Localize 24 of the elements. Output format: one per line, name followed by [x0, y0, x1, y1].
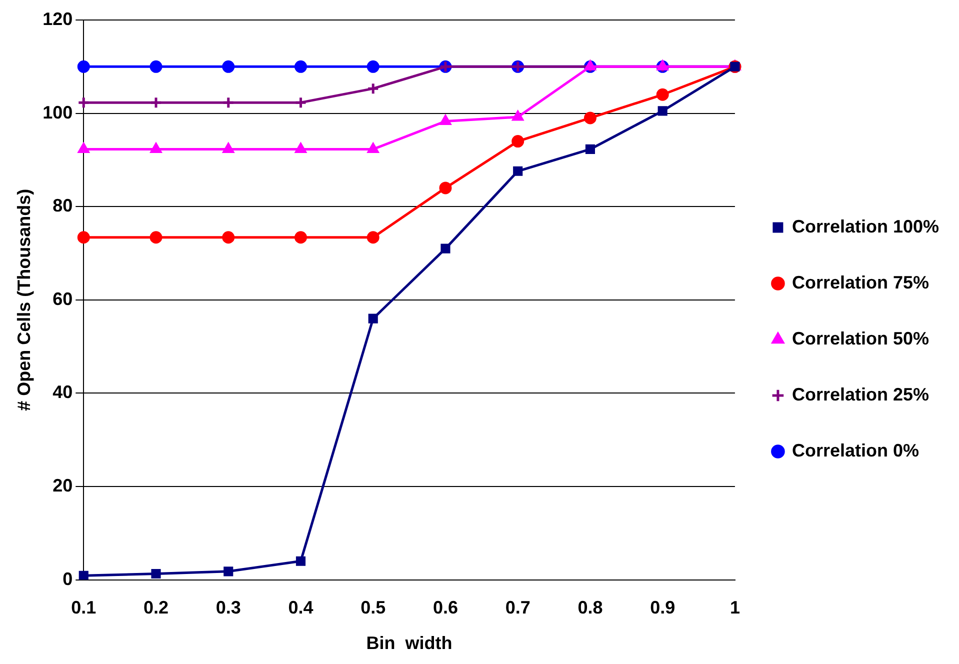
x-tick-label: 0.4: [288, 598, 314, 618]
y-tick-label: 0: [62, 568, 73, 589]
legend-label: Correlation 75%: [792, 272, 929, 292]
y-tick-label: 40: [52, 382, 73, 402]
y-tick-label: 20: [52, 475, 73, 496]
legend-label: Correlation 100%: [792, 216, 940, 236]
legend-label: Correlation 25%: [792, 384, 929, 404]
y-axis-title: # Open Cells (Thousands): [14, 188, 34, 411]
y-tick-label: 120: [42, 8, 73, 29]
x-tick-label: 0.6: [432, 598, 458, 618]
x-tick-label: 0.2: [143, 598, 169, 618]
x-tick-label: 0.9: [650, 598, 676, 618]
x-tick-label: 0.5: [360, 598, 386, 618]
y-tick-label: 100: [42, 102, 73, 122]
y-tick-label: 60: [52, 288, 73, 309]
legend-label: Correlation 0%: [792, 440, 919, 460]
x-tick-label: 0.3: [216, 598, 241, 618]
legend-label: Correlation 50%: [792, 328, 929, 348]
x-tick-label: 0.7: [505, 598, 530, 618]
x-tick-label: 0.1: [71, 598, 96, 618]
x-axis-title: Bin width: [366, 633, 452, 654]
x-tick-label: 0.8: [578, 598, 603, 618]
y-tick-label: 80: [52, 196, 73, 216]
x-tick-label: 1: [730, 598, 740, 618]
